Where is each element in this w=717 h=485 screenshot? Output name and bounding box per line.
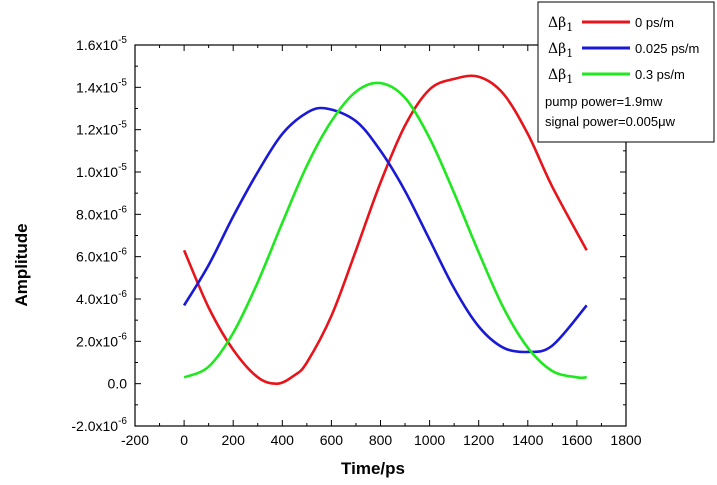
x-tick-label: 0	[180, 432, 188, 448]
legend-label-1: 0 ps/m	[635, 15, 674, 30]
legend-symbol-2: Δβ1	[548, 41, 573, 60]
legend-label-2: 0.025 ps/m	[635, 41, 699, 56]
legend-label-3: 0.3 ps/m	[635, 67, 685, 82]
x-tick-label: 1200	[463, 432, 494, 448]
y-tick-label: 1.0x10-5	[76, 162, 127, 180]
series-layer	[182, 74, 588, 386]
x-tick-label: 1800	[610, 432, 641, 448]
legend: Δβ1 0 ps/m Δβ1 0.025 ps/m Δβ1 0.3 ps/m pump po…	[537, 1, 715, 143]
y-tick-label: 0.0	[108, 376, 128, 392]
tick-layer: -200 0 200 400 600 800 1000 1200 1400 1600 1800 -2.…	[71, 35, 641, 448]
y-tick-label: 1.6x10-5	[76, 35, 127, 53]
legend-symbol-3: Δβ1	[548, 67, 573, 86]
x-tick-label: 800	[369, 432, 393, 448]
y-tick-label: 1.2x10-5	[76, 120, 127, 138]
x-tick-label: -200	[121, 432, 149, 448]
x-tick-label: 1000	[414, 432, 445, 448]
legend-symbol-1: Δβ1	[548, 15, 573, 34]
legend-box	[537, 1, 715, 143]
y-tick-label: -2.0x10-6	[71, 416, 127, 434]
series-line-2	[182, 106, 588, 354]
x-tick-label: 600	[320, 432, 344, 448]
y-tick-label: 4.0x10-6	[76, 289, 127, 307]
series-line-1	[182, 74, 588, 386]
y-axis-title: Amplitude	[12, 223, 31, 306]
y-tick-label: 6.0x10-6	[76, 247, 127, 265]
y-tick-label: 2.0x10-6	[76, 331, 127, 349]
x-tick-label: 1600	[561, 432, 592, 448]
x-tick-label: 200	[222, 432, 246, 448]
y-tick-label: 8.0x10-6	[76, 204, 127, 222]
x-axis-title: Time/ps	[341, 459, 405, 478]
series-line-3	[183, 81, 587, 380]
legend-note-1: pump power=1.9mw	[545, 94, 663, 109]
x-tick-label: 400	[271, 432, 295, 448]
legend-note-2: signal power=0.005μw	[545, 114, 676, 129]
y-tick-label: 1.4x10-5	[76, 77, 127, 95]
x-tick-label: 1400	[512, 432, 543, 448]
